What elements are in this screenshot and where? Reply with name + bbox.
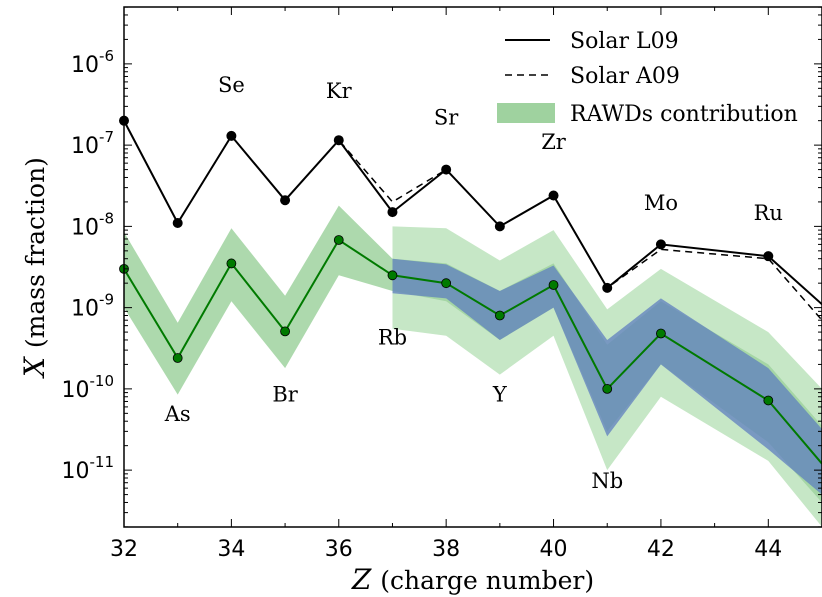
element-label-br: Br — [272, 382, 298, 406]
rawds-point — [548, 280, 559, 290]
solar-l09-point — [763, 251, 774, 262]
element-label-rb: Rb — [378, 326, 407, 350]
y-tick-label: 10-7 — [71, 128, 114, 159]
solar-l09-point — [548, 190, 559, 201]
x-tick-label: 34 — [217, 537, 245, 562]
element-label-y: Y — [492, 382, 508, 406]
rawds-point — [226, 258, 237, 269]
y-tick-label: 10-10 — [62, 372, 115, 403]
x-tick-label: 38 — [432, 537, 460, 562]
x-axis-label: Z (charge number) — [351, 563, 594, 596]
element-label-kr: Kr — [326, 79, 353, 103]
solar-l09-point — [333, 135, 344, 146]
x-tick-label: 36 — [325, 537, 353, 562]
rawds-point — [333, 235, 344, 245]
solar-l09-point — [494, 221, 505, 232]
solar-l09-point — [280, 195, 291, 206]
solar-l09-point — [441, 164, 452, 175]
rawds-point — [763, 395, 774, 406]
legend-entry: Solar L09 — [570, 29, 679, 54]
solar-l09-point — [602, 282, 613, 293]
element-label-se: Se — [218, 73, 245, 97]
element-label-mo: Mo — [644, 191, 678, 215]
solar-l09-point — [172, 218, 183, 229]
x-tick-label: 42 — [647, 537, 675, 562]
element-label-ru: Ru — [754, 201, 783, 225]
x-tick-label: 32 — [110, 537, 138, 562]
legend-entry: RAWDs contribution — [570, 102, 798, 127]
x-tick-label: 44 — [754, 537, 782, 562]
element-label-nb: Nb — [591, 469, 623, 493]
element-label-sr: Sr — [434, 105, 459, 129]
element-label-zr: Zr — [541, 130, 567, 154]
legend-swatch-rawds — [497, 103, 555, 123]
y-axis-label: X (mass fraction) — [18, 157, 51, 379]
legend-entry: Solar A09 — [570, 64, 680, 89]
solar-l09-point — [655, 239, 666, 250]
y-tick-label: 10-11 — [62, 453, 115, 484]
rawds-point — [602, 383, 613, 394]
plot-frame — [123, 6, 822, 528]
rawds-point — [441, 278, 452, 289]
element-label-as: As — [164, 402, 191, 426]
y-tick-label: 10-9 — [71, 291, 114, 322]
y-tick-label: 10-8 — [71, 209, 114, 240]
solar-l09-point — [387, 207, 398, 218]
rawds-point — [387, 270, 398, 281]
legend: Solar L09 Solar A09 RAWDs contribution — [497, 29, 798, 127]
rawds-point — [172, 353, 183, 363]
rawds-point — [280, 326, 290, 337]
x-tick-label: 40 — [540, 537, 568, 562]
solar-l09-point — [226, 130, 237, 141]
y-tick-label: 10-6 — [71, 47, 114, 78]
rawds-point — [494, 310, 505, 321]
rawds-point — [656, 328, 666, 339]
rawds-contribution-band — [124, 205, 822, 503]
